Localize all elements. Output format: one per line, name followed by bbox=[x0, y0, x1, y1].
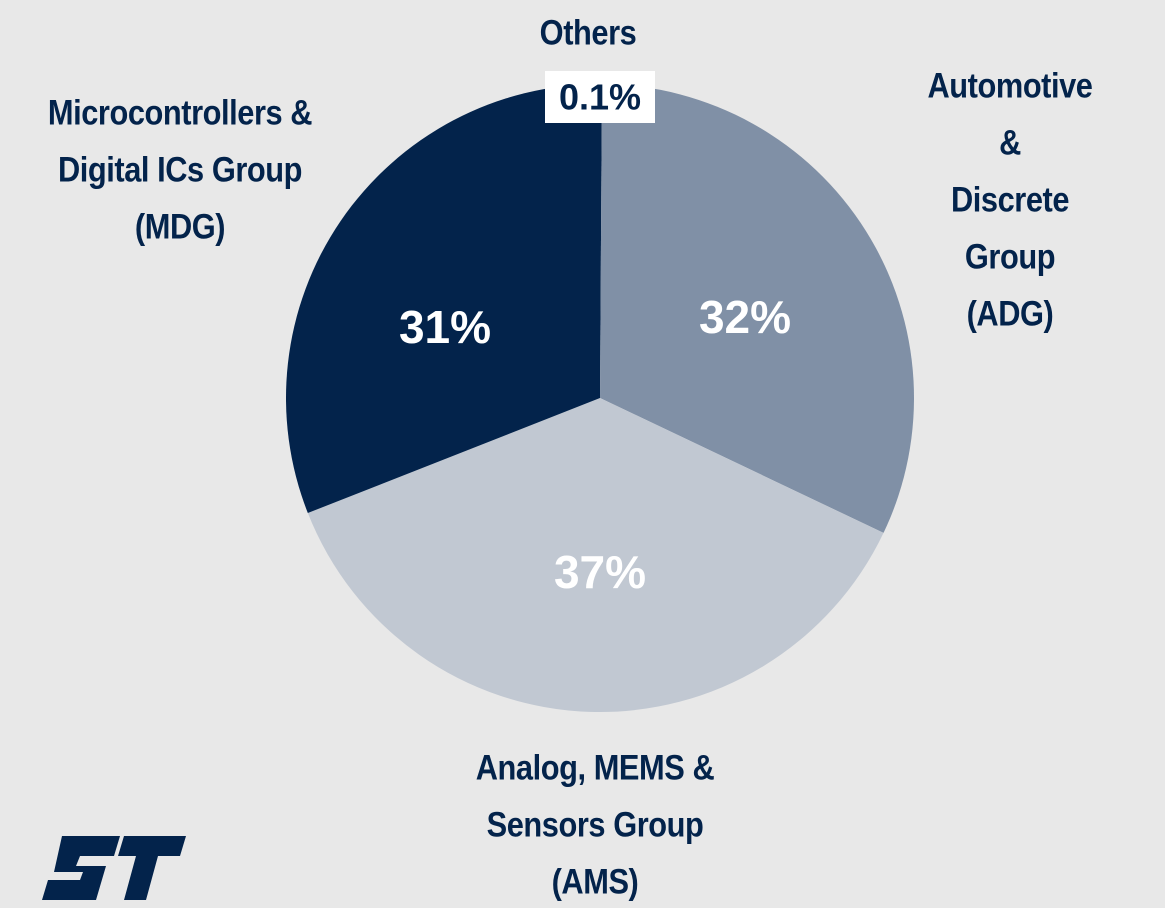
value-label-box bbox=[545, 71, 655, 123]
value-label: 37% bbox=[554, 546, 646, 598]
logo-t bbox=[118, 836, 186, 900]
pie-slice bbox=[285, 84, 600, 514]
category-label: Microcontrollers & Digital ICs Group (MD… bbox=[47, 93, 313, 247]
value-label: 0.1% bbox=[559, 77, 641, 118]
logo-s bbox=[42, 836, 120, 900]
value-labels: 0.1% 32% 37% 31% bbox=[399, 71, 791, 598]
pie-slice bbox=[600, 84, 914, 533]
pie-slice bbox=[600, 84, 602, 398]
slices bbox=[285, 84, 914, 713]
pie-slice bbox=[307, 398, 884, 713]
category-label: Analog, MEMS & Sensors Group (AMS) bbox=[475, 748, 715, 902]
st-logo bbox=[42, 836, 186, 900]
category-label: Automotive & Discrete Group (ADG) bbox=[927, 66, 1093, 334]
value-label: 31% bbox=[399, 301, 491, 353]
value-label: 32% bbox=[699, 291, 791, 343]
category-label: Others bbox=[539, 13, 637, 53]
